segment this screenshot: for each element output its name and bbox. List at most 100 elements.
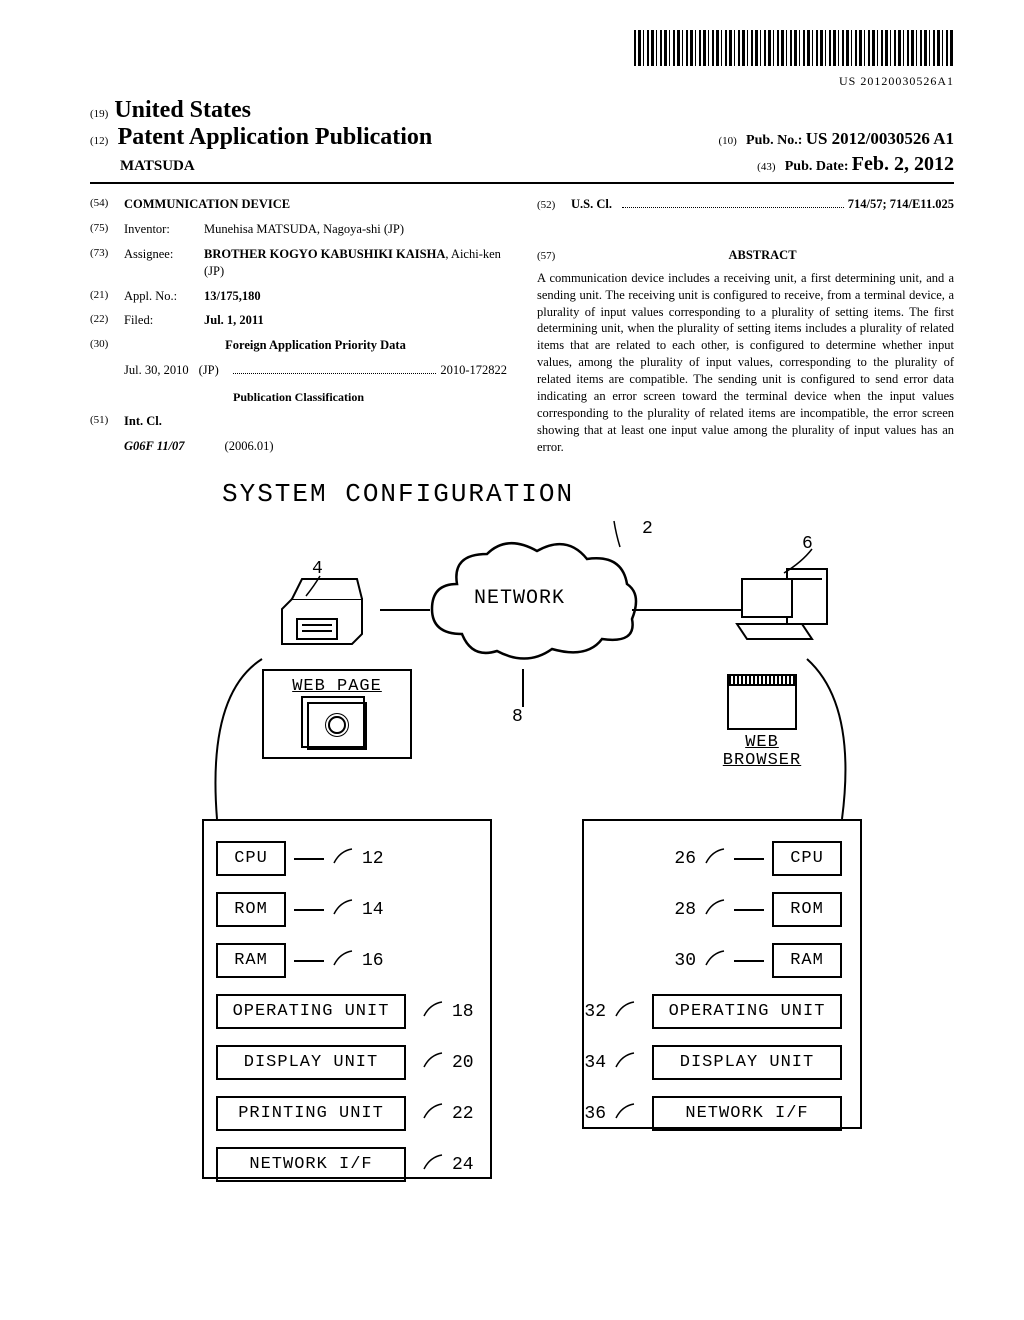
ref-2: 2: [612, 519, 653, 549]
lead-line-icon: [734, 858, 764, 860]
unit-box: RAM: [772, 943, 842, 978]
ref-number: 18: [452, 1002, 474, 1022]
unit-row: 32OPERATING UNIT: [596, 986, 842, 1037]
curve-icon: [704, 847, 726, 871]
pubdate: Feb. 2, 2012: [852, 153, 954, 175]
line-icon: [632, 609, 742, 611]
connector-icon: [202, 654, 272, 824]
dots-icon: [233, 373, 437, 374]
unit-box: OPERATING UNIT: [216, 994, 406, 1029]
field-52: (52) U.S. Cl. 714/57; 714/E11.025: [537, 196, 954, 213]
inventor: Munehisa MATSUDA, Nagoya-shi (JP): [204, 221, 507, 238]
ref-number: 20: [452, 1053, 474, 1073]
ref-number: 12: [362, 849, 384, 869]
intcl-row: G06F 11/07 (2006.01): [124, 438, 507, 455]
unit-box: CPU: [772, 841, 842, 876]
diagram-wrap: SYSTEM CONFIGURATION NETWORK 2 6 4 8 WEB…: [90, 479, 954, 1199]
columns: (54) COMMUNICATION DEVICE (75) Inventor:…: [90, 196, 954, 455]
curve-icon: [614, 1000, 636, 1024]
curve-icon: [332, 898, 354, 922]
webpage-label: WEB PAGE: [264, 677, 410, 696]
country-line: (19) United States: [90, 97, 954, 124]
line-icon: [380, 609, 430, 611]
webpage-box: WEB PAGE: [262, 669, 412, 759]
field-54: (54) COMMUNICATION DEVICE: [90, 196, 507, 213]
abstract-text: A communication device includes a receiv…: [537, 270, 954, 456]
ref-8: 8: [512, 707, 523, 727]
curve-icon: [332, 847, 354, 871]
ref-number: 22: [452, 1104, 474, 1124]
unit-row: CPU 12: [216, 833, 472, 884]
device-box-right: 26CPU28ROM30RAM32OPERATING UNIT34DISPLAY…: [582, 819, 862, 1129]
field-30: (30) Foreign Application Priority Data: [90, 337, 507, 354]
unit-row: RAM 16: [216, 935, 472, 986]
field-57: (57) ABSTRACT: [537, 237, 954, 270]
priority-date: Jul. 30, 2010: [124, 362, 189, 379]
curve-icon: [704, 949, 726, 973]
ref-number: 34: [584, 1053, 606, 1073]
system-diagram: SYSTEM CONFIGURATION NETWORK 2 6 4 8 WEB…: [162, 479, 882, 1199]
field-73: (73) Assignee: BROTHER KOGYO KABUSHIKI K…: [90, 246, 507, 280]
unit-box: DISPLAY UNIT: [216, 1045, 406, 1080]
pub-line: (12) Patent Application Publication (10)…: [90, 124, 954, 151]
lead-line-icon: [294, 909, 324, 911]
pub-type: Patent Application Publication: [118, 124, 433, 150]
unit-box: ROM: [772, 892, 842, 927]
unit-box: OPERATING UNIT: [652, 994, 842, 1029]
ref-number: 26: [674, 849, 696, 869]
unit-row: OPERATING UNIT 18: [216, 986, 472, 1037]
author-line: MATSUDA (43) Pub. Date: Feb. 2, 2012: [90, 153, 954, 176]
browser-label-1: WEB: [707, 734, 817, 752]
field-21: (21) Appl. No.: 13/175,180: [90, 288, 507, 305]
unit-box: ROM: [216, 892, 286, 927]
browser-box: WEB BROWSER: [707, 674, 817, 770]
barcode-icon: [634, 30, 954, 66]
code-10: (10): [718, 135, 736, 147]
unit-row: 36NETWORK I/F: [596, 1088, 842, 1139]
right-column: (52) U.S. Cl. 714/57; 714/E11.025 (57) A…: [537, 196, 954, 455]
lead-line-icon: [734, 909, 764, 911]
dots-icon: [622, 207, 844, 208]
header-rule: [90, 182, 954, 184]
lead-line-icon: [294, 960, 324, 962]
author: MATSUDA: [120, 158, 195, 174]
ref-number: 16: [362, 951, 384, 971]
unit-box: CPU: [216, 841, 286, 876]
country: United States: [114, 97, 251, 124]
pubdate-label: Pub. Date:: [785, 159, 849, 174]
webpage-window-icon: [307, 702, 367, 750]
intcl-year: (2006.01): [225, 438, 274, 455]
unit-row: ROM14: [216, 884, 472, 935]
title: COMMUNICATION DEVICE: [124, 196, 290, 213]
priority-num: 2010-172822: [440, 362, 507, 379]
browser-window-icon: [727, 674, 797, 730]
unit-row: NETWORK I/F24: [216, 1139, 472, 1190]
barcode-text: US 20120030526A1: [90, 74, 954, 89]
assignee: BROTHER KOGYO KABUSHIKI KAISHA, Aichi-ke…: [204, 246, 507, 280]
curve-icon: [704, 898, 726, 922]
gear-icon: [328, 716, 346, 734]
code-43: (43): [757, 161, 775, 173]
unit-row: 28ROM: [596, 884, 842, 935]
unit-box: NETWORK I/F: [652, 1096, 842, 1131]
abstract-title: ABSTRACT: [571, 247, 954, 264]
line-icon: [522, 669, 524, 707]
device-box-left: CPU 12 ROM14 RAM 16 OPERATING UNIT 18 DISPLAY U…: [202, 819, 492, 1179]
unit-box: RAM: [216, 943, 286, 978]
ref-number: 36: [584, 1104, 606, 1124]
field-22: (22) Filed: Jul. 1, 2011: [90, 312, 507, 329]
pubno: US 2012/0030526 A1: [806, 129, 954, 148]
lead-line-icon: [294, 858, 324, 860]
ref-number: 24: [452, 1155, 474, 1175]
left-column: (54) COMMUNICATION DEVICE (75) Inventor:…: [90, 196, 507, 455]
unit-row: 30RAM: [596, 935, 842, 986]
curve-icon: [422, 1153, 444, 1177]
connector-icon: [802, 654, 862, 824]
pubno-label: Pub. No.:: [746, 133, 802, 148]
appl-no: 13/175,180: [204, 288, 507, 305]
ref-number: 32: [584, 1002, 606, 1022]
unit-row: DISPLAY UNIT 20: [216, 1037, 472, 1088]
lead-icon: [782, 547, 822, 577]
curve-icon: [422, 1000, 444, 1024]
field-75: (75) Inventor: Munehisa MATSUDA, Nagoya-…: [90, 221, 507, 238]
